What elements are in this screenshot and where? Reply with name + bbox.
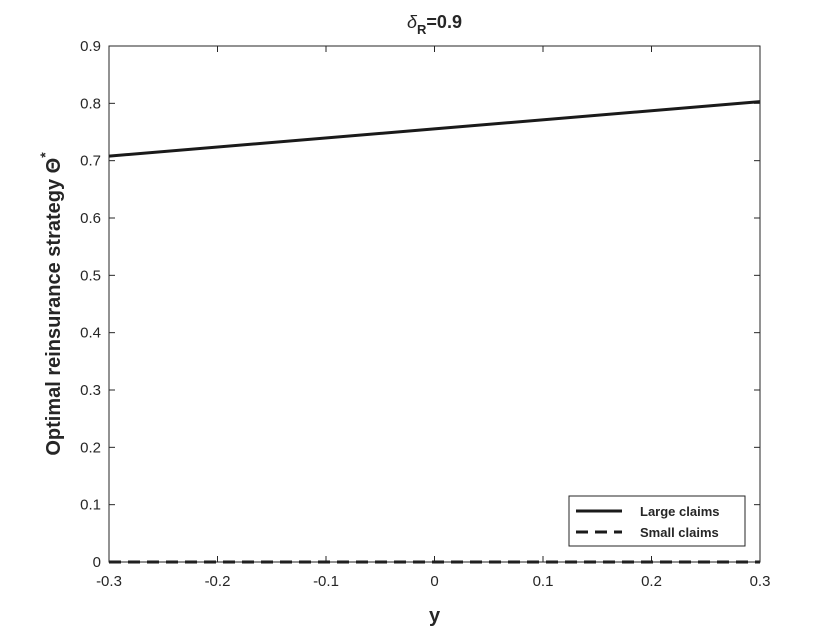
series-line-large-claims	[108, 100, 761, 158]
y-tick-label: 0.2	[80, 439, 101, 456]
x-tick-label: -0.3	[96, 573, 122, 590]
chart-title: δR=0.9	[407, 12, 462, 37]
y-axis-ticks: 0 0.1 0.2 0.3 0.4 0.5 0.6 0.7 0.8 0.9	[80, 38, 760, 571]
legend: Large claims Small claims	[568, 495, 746, 547]
legend-box	[568, 495, 746, 547]
y-tick-label: 0.3	[80, 382, 101, 399]
y-tick-label: 0.5	[80, 267, 101, 284]
plot-area	[109, 46, 760, 562]
title-rest: =0.9	[426, 12, 462, 32]
title-subscript: R	[417, 22, 427, 37]
x-tick-label: 0	[430, 573, 438, 590]
x-tick-label: 0.1	[533, 573, 554, 590]
y-axis-label-superscript: *	[37, 152, 53, 158]
x-axis-ticks: -0.3 -0.2 -0.1 0 0.1 0.2 0.3	[96, 46, 770, 590]
y-tick-label: 0.8	[80, 95, 101, 112]
legend-label-large-claims: Large claims	[640, 504, 720, 519]
y-axis-label: Optimal reinsurance strategy Θ*	[37, 152, 65, 456]
y-tick-label: 0.7	[80, 153, 101, 170]
x-axis-label: y	[429, 605, 441, 627]
x-tick-label: -0.1	[313, 573, 339, 590]
x-tick-label: 0.3	[750, 573, 771, 590]
y-tick-label: 0.9	[80, 38, 101, 55]
plot-frame	[108, 45, 761, 563]
legend-label-small-claims: Small claims	[640, 525, 719, 540]
y-tick-label: 0.4	[80, 325, 101, 342]
x-tick-label: 0.2	[641, 573, 662, 590]
title-symbol: δ	[407, 12, 418, 32]
y-tick-label: 0	[93, 554, 101, 571]
y-axis-label-text: Optimal reinsurance strategy Θ	[43, 158, 65, 456]
x-tick-label: -0.2	[205, 573, 231, 590]
y-tick-label: 0.6	[80, 210, 101, 227]
y-tick-label: 0.1	[80, 497, 101, 514]
